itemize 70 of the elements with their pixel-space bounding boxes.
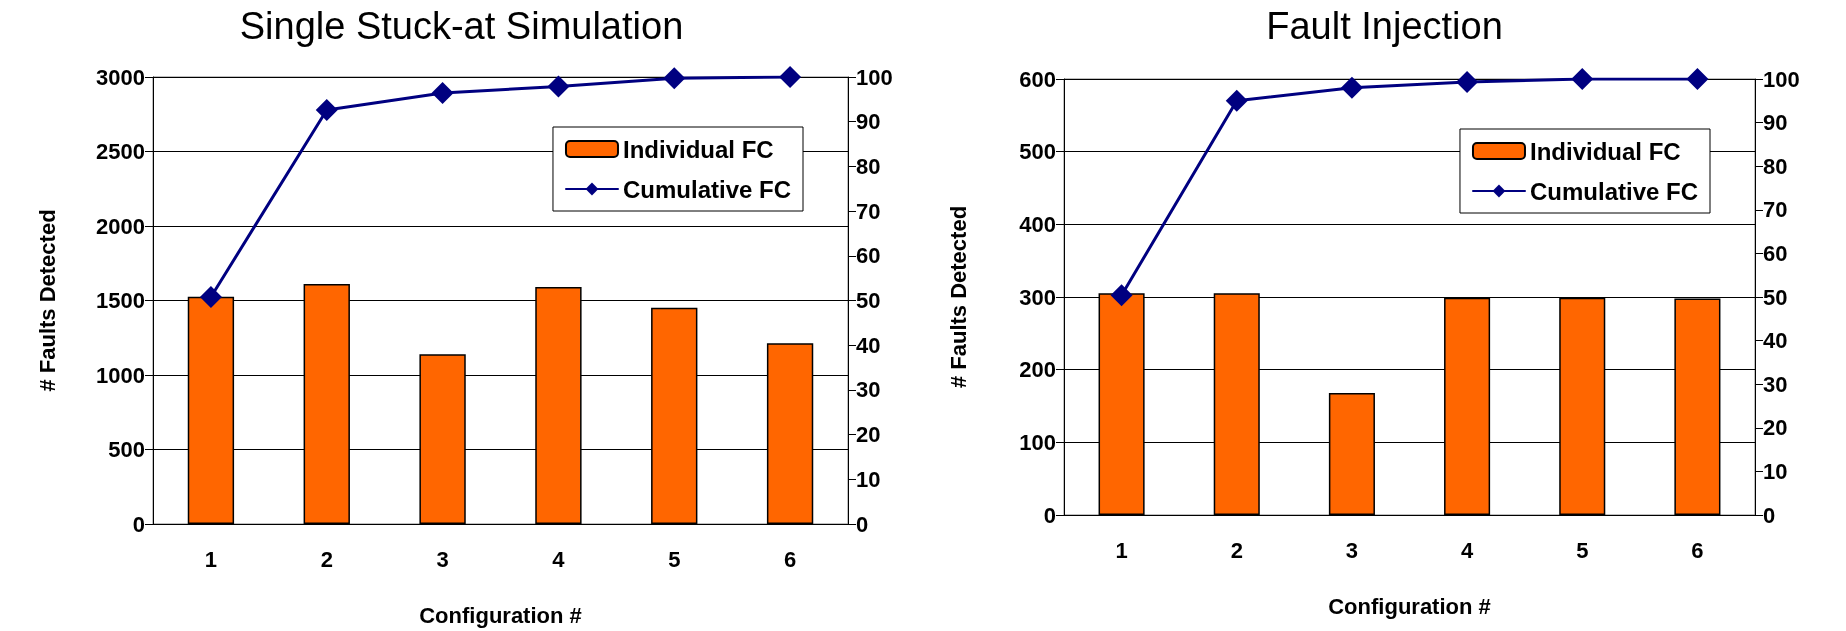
y2-tick-label: 80 [1763, 153, 1788, 179]
y2-tick-label: 20 [856, 422, 881, 448]
y2-tick-label: 80 [856, 153, 881, 179]
y-tick-label: 0 [1043, 502, 1056, 528]
y2-tick-label: 90 [856, 109, 881, 135]
y2-tick-label: 60 [856, 243, 881, 269]
point [1571, 68, 1594, 90]
x-tick-label: 3 [436, 546, 449, 572]
y2-tick-label: 90 [1763, 110, 1788, 136]
y-tick-label: 1000 [96, 362, 145, 388]
y-tick-label: 1500 [96, 288, 145, 313]
x-tick-label: 5 [1576, 537, 1589, 563]
y-axis-title: # Faults Detected [34, 209, 60, 392]
y2-tick-label: 50 [1763, 284, 1788, 310]
y2-tick-label: 100 [856, 64, 893, 90]
point [1110, 284, 1133, 307]
x-axis-title: Configuration # [1328, 593, 1491, 619]
y2-tick-label: 70 [1763, 197, 1788, 223]
legend-label: Cumulative FC [622, 175, 792, 203]
point [199, 285, 222, 308]
y2-tick-label: 10 [1763, 458, 1788, 484]
y-tick-label: 600 [1019, 66, 1056, 92]
x-tick-label: 4 [552, 546, 566, 572]
x-tick-label: 4 [1460, 537, 1474, 563]
y2-tick-label: 20 [1763, 415, 1788, 441]
x-tick-label: 3 [1345, 537, 1359, 563]
y-axis-title: # Faults Detected [945, 205, 971, 389]
y-tick-label: 500 [1019, 139, 1056, 165]
y-tick-label: 2000 [96, 213, 145, 239]
x-tick-label: 1 [204, 546, 218, 572]
y2-tick-label: 40 [856, 332, 881, 358]
y-tick-label: 100 [1019, 429, 1056, 455]
y2-tick-label: 0 [856, 511, 869, 537]
y2-tick-label: 0 [1763, 502, 1776, 528]
y2-tick-label: 40 [1763, 328, 1788, 354]
y2-tick-label: 100 [1763, 66, 1800, 92]
y2-tick-label: 10 [856, 466, 881, 492]
y-tick-label: 300 [1019, 284, 1056, 310]
legend-label: Cumulative FC [1529, 177, 1699, 205]
chart-title: Single Stuck-at Simulation [239, 5, 684, 47]
y2-tick-label: 60 [1763, 240, 1788, 266]
y2-tick-label: 50 [856, 288, 881, 313]
point [1686, 68, 1709, 90]
y2-tick-label: 70 [856, 198, 881, 224]
y-tick-label: 0 [132, 511, 145, 537]
y-tick-label: 400 [1019, 211, 1056, 237]
legend-label: Individual FC [1529, 137, 1681, 165]
x-tick-label: 2 [1230, 537, 1243, 563]
x-axis-title: Configuration # [419, 602, 582, 628]
chart-title: Fault Injection [1266, 5, 1503, 47]
x-tick-label: 2 [320, 546, 333, 572]
x-tick-label: 6 [1691, 537, 1704, 563]
x-tick-label: 5 [668, 546, 681, 572]
point [547, 75, 570, 98]
point [663, 67, 686, 90]
legend-label: Individual FC [622, 135, 774, 163]
y2-tick-label: 30 [856, 377, 881, 403]
point [315, 99, 338, 122]
y-tick-label: 200 [1019, 357, 1056, 383]
y-tick-label: 500 [108, 437, 145, 462]
y-tick-label: 2500 [96, 139, 145, 164]
x-tick-label: 1 [1115, 537, 1128, 563]
y2-tick-label: 30 [1763, 371, 1788, 397]
x-tick-label: 6 [783, 546, 797, 572]
y-tick-label: 3000 [96, 64, 145, 90]
point [1225, 89, 1248, 112]
point [1340, 76, 1363, 99]
point [1456, 71, 1479, 94]
point [431, 82, 454, 105]
point [779, 66, 802, 88]
